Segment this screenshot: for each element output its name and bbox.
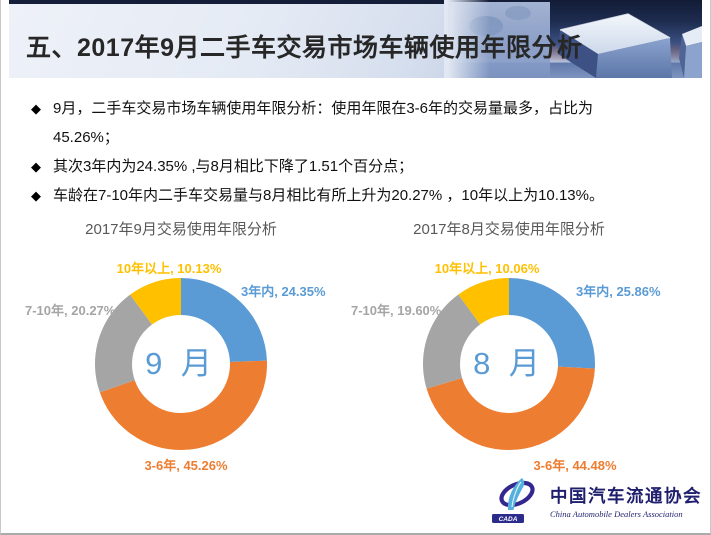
page-title: 五、2017年9月二手车交易市场车辆使用年限分析 [26,34,583,62]
slice-label-10plus: 10年以上, 10.06% [434,261,540,276]
slice-label-10plus: 10年以上, 10.13% [116,261,222,276]
header-top-strip [9,0,702,4]
bullet-text: 9月，二手车交易市场车辆使用年限分析：使用年限在3-6年的交易量最多，占比为 4… [53,100,594,146]
bullet-list: ◆ 9月，二手车交易市场车辆使用年限分析：使用年限在3-6年的交易量最多，占比为… [31,94,687,210]
bullet-diamond-icon: ◆ [31,188,41,203]
bullet-diamond-icon: ◆ [31,101,41,116]
logo-text: 中国汽车流通协会 China Automobile Dealers Associ… [550,483,702,519]
donut-chart-august: 2017年8月交易使用年限分析 10年以上, 10.06% 3年内, 25.86… [329,216,689,484]
logo-chinese-name: 中国汽车流通协会 [550,486,702,506]
chart-title: 2017年8月交易使用年限分析 [413,221,605,238]
bullet-diamond-icon: ◆ [31,159,41,174]
slice-label-7to10: 7-10年, 20.27% [25,303,116,318]
bullet-item: ◆ 车龄在7-10年内二手车交易量与8月相比有所上升为20.27% ，10年以上… [31,181,687,210]
donut-chart-september: 2017年9月交易使用年限分析 10年以上, 10.13% 3年内, 24.35… [1,216,361,484]
edge-cube [679,26,702,78]
slice-label-under3: 3年内, 25.86% [576,284,661,299]
chart-title: 2017年9月交易使用年限分析 [85,221,277,238]
cada-logo-icon: CADA [492,478,535,523]
donut-center-label: 9 月 [145,346,217,381]
big-cube [558,13,672,78]
cada-badge [492,514,524,523]
logo-english-name: China Automobile Dealers Association [550,509,683,519]
donut-ring [95,278,267,450]
slice-label-3to6: 3-6年, 45.26% [144,458,228,473]
slide-header: 五、2017年9月二手车交易市场车辆使用年限分析 [9,0,702,78]
donut-center-label: 8 月 [473,346,545,381]
bullet-item: ◆ 其次3年内为24.35% ,与8月相比下降了1.51个百分点； [31,152,687,181]
bullet-text: 其次3年内为24.35% ,与8月相比下降了1.51个百分点； [53,158,414,175]
bullet-item: ◆ 9月，二手车交易市场车辆使用年限分析：使用年限在3-6年的交易量最多，占比为… [31,94,687,152]
donut-ring [423,278,595,450]
cada-badge-text: CADA [499,516,518,523]
photo-fade [444,0,490,78]
cada-logo: CADA 中国汽车流通协会 China Automobile Dealers A… [490,477,702,525]
slice-label-3to6: 3-6年, 44.48% [533,458,617,473]
bullet-text: 车龄在7-10年内二手车交易量与8月相比有所上升为20.27% ，10年以上为1… [53,187,604,204]
slice-label-7to10: 7-10年, 19.60% [351,303,442,318]
slice-label-under3: 3年内, 24.35% [241,284,326,299]
